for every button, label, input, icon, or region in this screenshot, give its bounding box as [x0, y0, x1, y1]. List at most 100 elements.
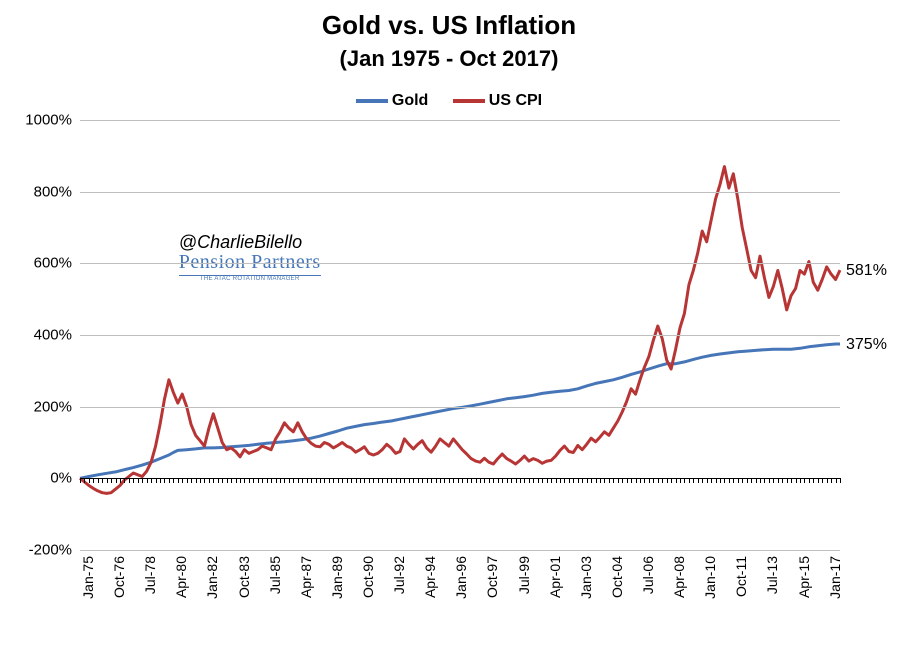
x-tick-mark — [836, 478, 837, 483]
x-tick-mark — [702, 478, 703, 483]
x-tick-mark — [596, 478, 597, 483]
x-tick-mark — [120, 478, 121, 483]
x-axis-tick-label: Jan-17 — [827, 556, 843, 599]
x-tick-mark — [764, 478, 765, 483]
x-tick-mark — [227, 478, 228, 483]
x-tick-mark — [404, 478, 405, 483]
x-axis-tick-label: Jul-85 — [267, 556, 283, 594]
x-tick-mark — [262, 478, 263, 483]
x-tick-mark — [431, 478, 432, 483]
x-tick-mark — [800, 478, 801, 483]
y-axis-tick-label: -200% — [29, 542, 72, 559]
legend-swatch-gold — [356, 99, 388, 103]
x-tick-mark — [644, 478, 645, 483]
x-tick-mark — [316, 478, 317, 483]
x-tick-mark — [236, 478, 237, 483]
x-tick-mark — [440, 478, 441, 483]
x-tick-mark — [560, 478, 561, 483]
x-tick-mark — [138, 478, 139, 483]
x-tick-mark — [453, 478, 454, 483]
grid-line — [80, 550, 840, 551]
x-axis-tick-label: Apr-80 — [173, 556, 189, 598]
x-tick-mark — [396, 478, 397, 483]
x-tick-mark — [613, 478, 614, 483]
x-tick-mark — [298, 478, 299, 483]
x-tick-mark — [156, 478, 157, 483]
x-tick-mark — [102, 478, 103, 483]
x-tick-mark — [93, 478, 94, 483]
legend-swatch-cpi — [453, 99, 485, 103]
x-tick-mark — [267, 478, 268, 483]
x-tick-mark — [609, 478, 610, 483]
legend-label-gold: Gold — [392, 92, 428, 109]
x-tick-mark — [489, 478, 490, 483]
y-axis-tick-label: 1000% — [25, 112, 72, 129]
x-tick-mark — [133, 478, 134, 483]
grid-line — [80, 120, 840, 121]
x-tick-mark — [680, 478, 681, 483]
x-axis-tick-label: Apr-15 — [796, 556, 812, 598]
x-tick-mark — [116, 478, 117, 483]
x-tick-mark — [422, 478, 423, 483]
x-axis-tick-label: Jan-89 — [329, 556, 345, 599]
plot-area: -200%0%200%400%600%800%1000%Jan-75Oct-76… — [80, 120, 840, 550]
x-tick-mark — [378, 478, 379, 483]
x-tick-mark — [742, 478, 743, 483]
grid-line — [80, 263, 840, 264]
x-tick-mark — [796, 478, 797, 483]
grid-line — [80, 192, 840, 193]
x-tick-mark — [578, 478, 579, 483]
x-tick-mark — [324, 478, 325, 483]
x-tick-mark — [591, 478, 592, 483]
x-tick-mark — [804, 478, 805, 483]
x-tick-mark — [507, 478, 508, 483]
x-tick-mark — [382, 478, 383, 483]
x-axis-tick-label: Jul-92 — [391, 556, 407, 594]
x-tick-mark — [587, 478, 588, 483]
x-tick-mark — [347, 478, 348, 483]
end-label-cpi: 581% — [846, 262, 887, 280]
x-tick-mark — [818, 478, 819, 483]
x-axis-tick-label: Oct-04 — [609, 556, 625, 598]
x-tick-mark — [147, 478, 148, 483]
x-tick-mark — [676, 478, 677, 483]
x-tick-mark — [409, 478, 410, 483]
grid-line — [80, 407, 840, 408]
x-tick-mark — [320, 478, 321, 483]
x-tick-mark — [289, 478, 290, 483]
x-tick-mark — [400, 478, 401, 483]
x-tick-mark — [738, 478, 739, 483]
x-tick-mark — [524, 478, 525, 483]
x-tick-mark — [542, 478, 543, 483]
x-tick-mark — [182, 478, 183, 483]
x-tick-mark — [822, 478, 823, 483]
x-tick-mark — [498, 478, 499, 483]
x-axis-tick-label: Jul-13 — [764, 556, 780, 594]
x-tick-mark — [787, 478, 788, 483]
x-tick-mark — [342, 478, 343, 483]
x-tick-mark — [196, 478, 197, 483]
x-axis-tick-label: Jul-99 — [516, 556, 532, 594]
x-axis-tick-label: Oct-83 — [236, 556, 252, 598]
x-axis-tick-label: Apr-01 — [547, 556, 563, 598]
x-tick-mark — [627, 478, 628, 483]
x-tick-mark — [640, 478, 641, 483]
x-tick-mark — [280, 478, 281, 483]
x-tick-mark — [720, 478, 721, 483]
x-tick-mark — [840, 478, 841, 483]
x-tick-mark — [813, 478, 814, 483]
grid-line — [80, 335, 840, 336]
x-tick-mark — [618, 478, 619, 483]
x-axis-tick-label: Apr-94 — [422, 556, 438, 598]
x-tick-mark — [747, 478, 748, 483]
x-axis-tick-label: Oct-90 — [360, 556, 376, 598]
x-tick-mark — [436, 478, 437, 483]
x-tick-mark — [538, 478, 539, 483]
x-tick-mark — [449, 478, 450, 483]
x-tick-mark — [476, 478, 477, 483]
x-tick-mark — [338, 478, 339, 483]
x-tick-mark — [373, 478, 374, 483]
x-tick-mark — [769, 478, 770, 483]
x-tick-mark — [329, 478, 330, 483]
x-tick-mark — [693, 478, 694, 483]
